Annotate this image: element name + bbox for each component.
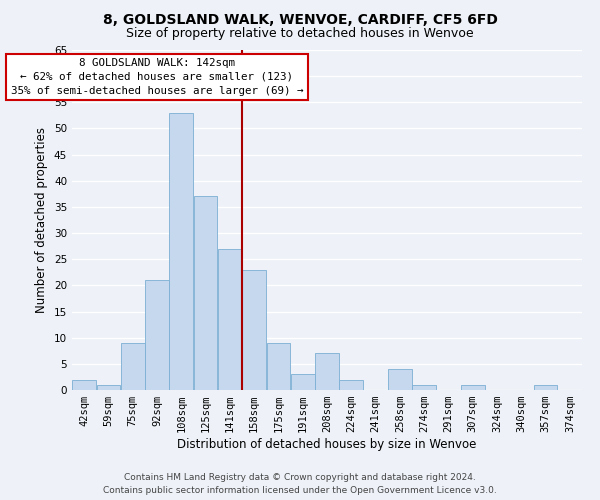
Text: 8 GOLDSLAND WALK: 142sqm
← 62% of detached houses are smaller (123)
35% of semi-: 8 GOLDSLAND WALK: 142sqm ← 62% of detach… bbox=[11, 58, 303, 96]
Bar bbox=[315, 354, 339, 390]
Bar bbox=[461, 385, 485, 390]
Bar bbox=[121, 343, 145, 390]
Bar bbox=[97, 385, 121, 390]
Bar bbox=[218, 249, 242, 390]
Bar bbox=[388, 369, 412, 390]
Text: Size of property relative to detached houses in Wenvoe: Size of property relative to detached ho… bbox=[126, 28, 474, 40]
Bar bbox=[145, 280, 169, 390]
Bar bbox=[194, 196, 217, 390]
Bar bbox=[72, 380, 96, 390]
Bar bbox=[291, 374, 314, 390]
Bar bbox=[533, 385, 557, 390]
Text: 8, GOLDSLAND WALK, WENVOE, CARDIFF, CF5 6FD: 8, GOLDSLAND WALK, WENVOE, CARDIFF, CF5 … bbox=[103, 12, 497, 26]
Y-axis label: Number of detached properties: Number of detached properties bbox=[35, 127, 49, 313]
Bar bbox=[412, 385, 436, 390]
X-axis label: Distribution of detached houses by size in Wenvoe: Distribution of detached houses by size … bbox=[178, 438, 476, 451]
Bar bbox=[340, 380, 363, 390]
Text: Contains HM Land Registry data © Crown copyright and database right 2024.
Contai: Contains HM Land Registry data © Crown c… bbox=[103, 474, 497, 495]
Bar bbox=[242, 270, 266, 390]
Bar bbox=[266, 343, 290, 390]
Bar bbox=[169, 113, 193, 390]
